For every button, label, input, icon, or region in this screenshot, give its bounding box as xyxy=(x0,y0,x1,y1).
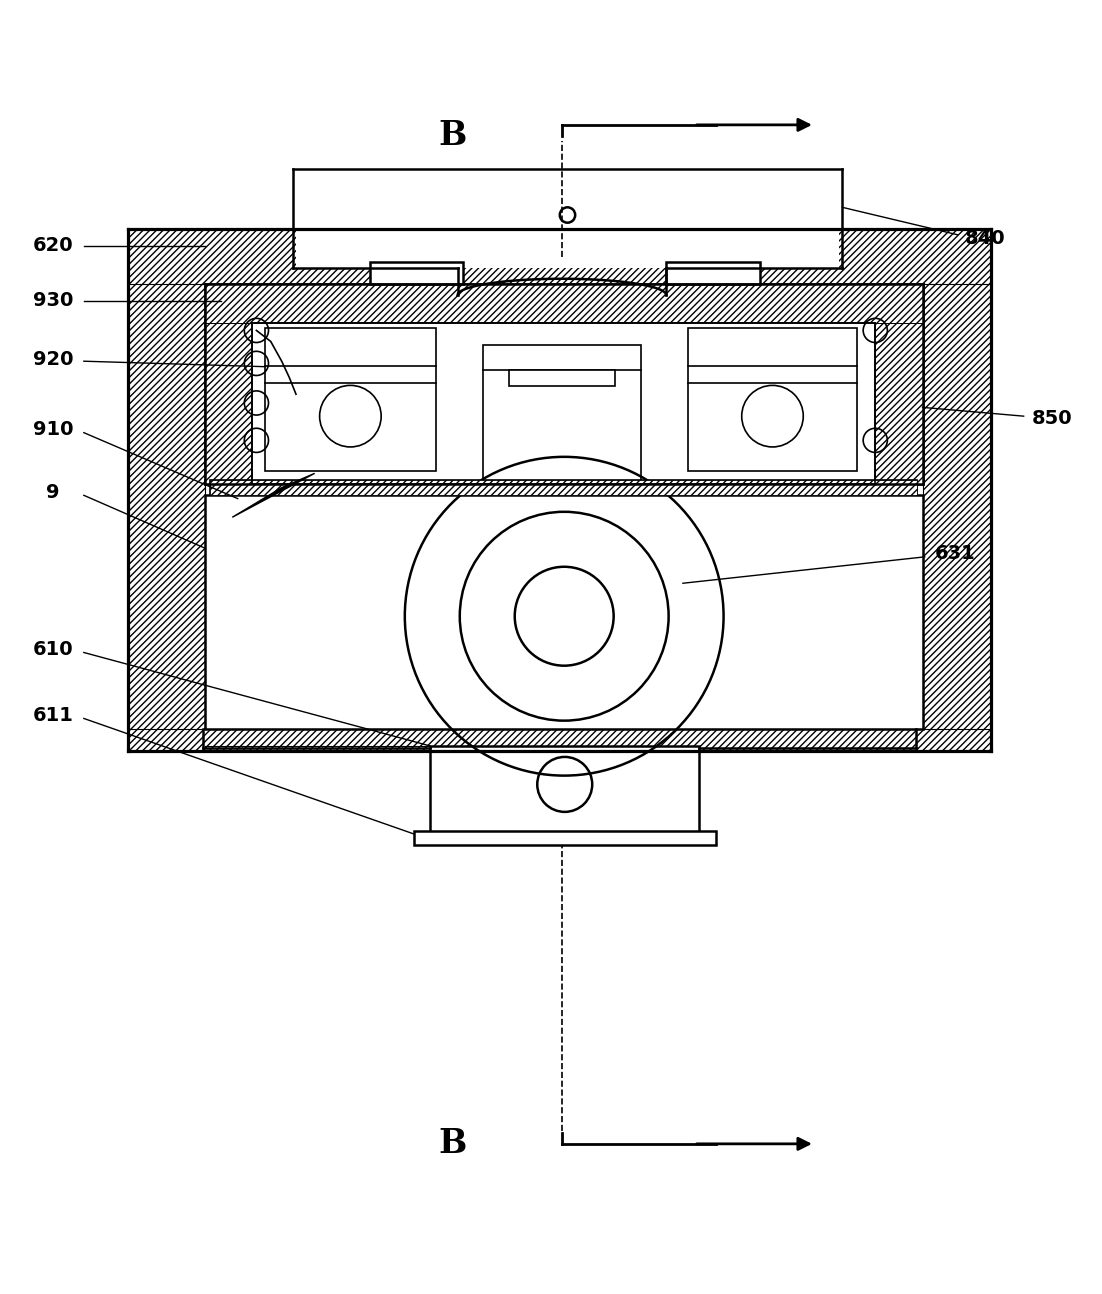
Bar xyxy=(128,229,205,752)
Text: 850: 850 xyxy=(1031,409,1072,428)
Bar xyxy=(210,480,917,496)
Text: 840: 840 xyxy=(965,229,1005,247)
Bar xyxy=(689,329,856,471)
Text: 9: 9 xyxy=(46,483,60,502)
Bar xyxy=(875,285,922,484)
Bar xyxy=(296,172,839,268)
Bar xyxy=(413,831,716,845)
Bar xyxy=(266,329,435,471)
Bar xyxy=(205,496,922,730)
Bar xyxy=(128,730,991,752)
Bar xyxy=(430,745,700,833)
Text: 620: 620 xyxy=(33,237,74,255)
Bar xyxy=(509,370,615,387)
Bar xyxy=(252,322,875,484)
Text: 930: 930 xyxy=(33,291,73,311)
Bar xyxy=(205,285,922,322)
Bar xyxy=(205,285,252,484)
Text: 631: 631 xyxy=(936,543,976,563)
Bar xyxy=(667,263,760,285)
Text: 920: 920 xyxy=(33,349,74,369)
Bar xyxy=(128,229,991,285)
Text: 611: 611 xyxy=(33,705,74,725)
Text: B: B xyxy=(437,119,466,153)
Bar xyxy=(205,285,922,484)
Bar xyxy=(210,480,917,496)
Text: 910: 910 xyxy=(33,419,74,439)
Bar xyxy=(483,344,641,484)
Text: 610: 610 xyxy=(33,639,74,659)
Text: B: B xyxy=(437,1127,466,1161)
Polygon shape xyxy=(233,474,315,518)
Bar xyxy=(369,263,463,285)
Bar xyxy=(922,229,991,752)
